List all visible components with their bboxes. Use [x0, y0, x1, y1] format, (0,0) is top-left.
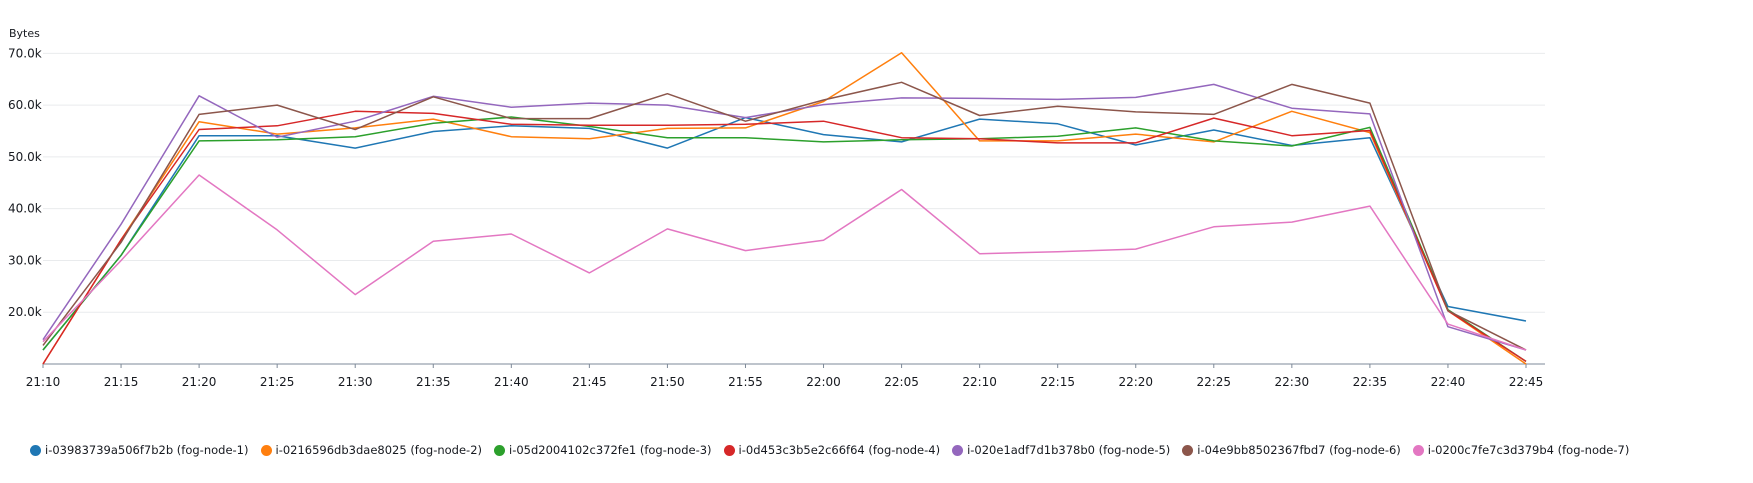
y-tick-label: 40.0k	[8, 202, 42, 216]
x-tick-label: 22:20	[1118, 375, 1153, 389]
series-lines	[42, 52, 1527, 365]
x-tick-label: 21:25	[260, 375, 295, 389]
y-axis-ticks: 20.0k 30.0k 40.0k 50.0k 60.0k 70.0k	[8, 46, 42, 319]
legend-swatch	[1182, 444, 1194, 456]
x-tick-label: 22:15	[1040, 375, 1075, 389]
legend-swatch	[260, 444, 272, 456]
x-tick-label: 21:35	[416, 375, 451, 389]
series-line-fog-node-2[interactable]	[42, 52, 1527, 365]
legend-label: i-020e1adf7d1b378b0 (fog-node-5)	[967, 443, 1171, 457]
x-tick-label: 22:35	[1353, 375, 1388, 389]
x-tick-label: 21:55	[728, 375, 763, 389]
legend-swatch	[952, 444, 964, 456]
series-line-fog-node-1[interactable]	[42, 116, 1527, 351]
series-line-fog-node-3[interactable]	[42, 116, 1527, 363]
legend-item-fog-node-7[interactable]: i-0200c7fe7c3d379b4 (fog-node-7)	[1412, 443, 1630, 457]
x-tick-label: 22:10	[962, 375, 997, 389]
y-tick-label: 30.0k	[8, 253, 42, 267]
x-tick-label: 22:25	[1196, 375, 1231, 389]
y-axis-label: Bytes	[9, 27, 40, 40]
y-tick-label: 60.0k	[8, 98, 42, 112]
x-tick-label: 21:30	[338, 375, 373, 389]
x-tick-label: 22:00	[806, 375, 841, 389]
x-axis-ticks: 21:10 21:15 21:20 21:25 21:30 21:35 21:40 21:45…	[26, 364, 1544, 389]
legend-swatch	[1412, 444, 1424, 456]
legend-label: i-0216596db3dae8025 (fog-node-2)	[275, 443, 483, 457]
series-line-fog-node-5[interactable]	[42, 83, 1527, 351]
legend-item-fog-node-6[interactable]: i-04e9bb8502367fbd7 (fog-node-6)	[1182, 443, 1401, 457]
legend-item-fog-node-1[interactable]: i-03983739a506f7b2b (fog-node-1)	[30, 443, 249, 457]
legend-item-fog-node-4[interactable]: i-0d453c3b5e2c66f64 (fog-node-4)	[723, 443, 941, 457]
series-line-fog-node-7[interactable]	[42, 174, 1527, 351]
x-tick-label: 21:15	[104, 375, 139, 389]
gridlines	[43, 52, 1545, 365]
x-tick-label: 22:45	[1509, 375, 1544, 389]
legend-label: i-05d2004102c372fe1 (fog-node-3)	[509, 443, 712, 457]
legend: i-03983739a506f7b2b (fog-node-1) i-021659…	[30, 443, 1629, 457]
x-tick-label: 22:40	[1431, 375, 1466, 389]
series-line-fog-node-6[interactable]	[42, 81, 1527, 351]
legend-item-fog-node-2[interactable]: i-0216596db3dae8025 (fog-node-2)	[260, 443, 483, 457]
y-tick-label: 70.0k	[8, 46, 42, 60]
legend-label: i-0d453c3b5e2c66f64 (fog-node-4)	[738, 443, 941, 457]
y-tick-label: 20.0k	[8, 305, 42, 319]
y-tick-label: 50.0k	[8, 150, 42, 164]
series-line-fog-node-4[interactable]	[42, 110, 1527, 365]
legend-swatch	[494, 444, 505, 456]
legend-label: i-04e9bb8502367fbd7 (fog-node-6)	[1197, 443, 1401, 457]
legend-swatch	[723, 444, 735, 456]
legend-item-fog-node-5[interactable]: i-020e1adf7d1b378b0 (fog-node-5)	[952, 443, 1170, 457]
legend-swatch	[30, 444, 41, 456]
legend-item-fog-node-3[interactable]: i-05d2004102c372fe1 (fog-node-3)	[494, 443, 712, 457]
legend-label: i-03983739a506f7b2b (fog-node-1)	[45, 443, 249, 457]
legend-label: i-0200c7fe7c3d379b4 (fog-node-7)	[1427, 443, 1630, 457]
x-tick-label: 21:20	[182, 375, 217, 389]
x-tick-label: 22:30	[1275, 375, 1310, 389]
x-tick-label: 21:50	[650, 375, 685, 389]
x-tick-label: 22:05	[884, 375, 919, 389]
x-tick-label: 21:45	[572, 375, 607, 389]
x-tick-label: 21:10	[26, 375, 61, 389]
x-tick-label: 21:40	[494, 375, 529, 389]
